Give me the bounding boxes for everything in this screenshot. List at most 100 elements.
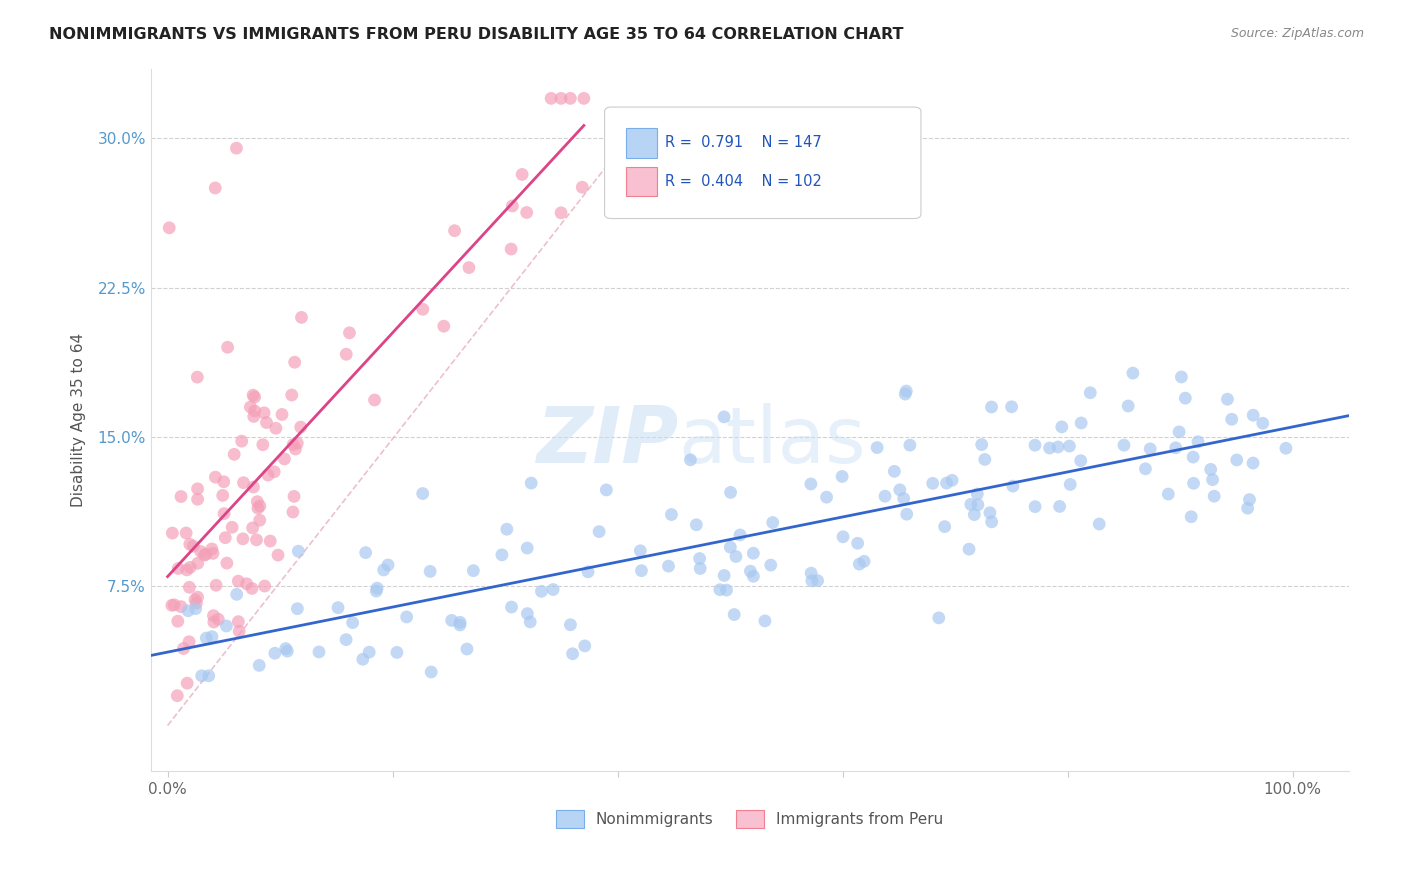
Point	[449, 615, 471, 630]
Point	[215, 619, 238, 633]
Point	[1241, 456, 1264, 470]
Point	[352, 652, 374, 666]
Point	[530, 584, 553, 599]
Point	[970, 437, 993, 451]
Point	[800, 566, 823, 581]
Point	[179, 560, 201, 574]
Point	[186, 370, 208, 384]
Point	[759, 558, 782, 573]
Point	[574, 639, 596, 653]
Point	[242, 409, 264, 424]
Point	[243, 404, 266, 418]
Point	[335, 347, 357, 361]
Point	[253, 406, 276, 420]
Point	[1059, 439, 1081, 453]
Point	[963, 508, 986, 522]
Point	[1050, 420, 1073, 434]
Point	[560, 617, 582, 632]
Point	[276, 644, 298, 658]
Point	[896, 384, 918, 398]
Point	[263, 465, 285, 479]
Point	[679, 452, 702, 467]
Point	[713, 409, 735, 424]
Point	[342, 615, 364, 630]
Point	[550, 91, 572, 105]
Point	[162, 526, 184, 541]
Point	[308, 645, 330, 659]
Point	[1201, 473, 1223, 487]
Point	[1157, 487, 1180, 501]
Point	[157, 220, 180, 235]
Point	[271, 408, 294, 422]
Point	[1180, 509, 1202, 524]
Point	[1000, 400, 1022, 414]
Point	[359, 645, 381, 659]
Point	[1182, 476, 1205, 491]
Point	[187, 482, 209, 496]
Point	[709, 582, 731, 597]
Point	[204, 470, 226, 484]
Point	[516, 205, 538, 219]
Text: R =  0.404    N = 102: R = 0.404 N = 102	[665, 174, 823, 188]
Point	[225, 587, 247, 601]
Point	[412, 486, 434, 500]
Point	[1275, 442, 1298, 456]
Point	[742, 546, 765, 560]
Point	[433, 319, 456, 334]
Point	[201, 630, 224, 644]
Point	[980, 515, 1002, 529]
Point	[201, 546, 224, 560]
Point	[921, 476, 943, 491]
Point	[184, 601, 207, 615]
Point	[689, 551, 711, 566]
Point	[873, 489, 896, 503]
Point	[440, 614, 463, 628]
Point	[815, 490, 838, 504]
Point	[576, 565, 599, 579]
Point	[541, 582, 564, 597]
Point	[287, 601, 309, 615]
Legend: Nonimmigrants, Immigrants from Peru: Nonimmigrants, Immigrants from Peru	[550, 804, 949, 834]
Point	[853, 554, 876, 568]
Point	[235, 576, 257, 591]
Point	[412, 302, 434, 317]
Point	[187, 590, 209, 604]
Point	[339, 326, 361, 340]
Point	[846, 536, 869, 550]
Point	[202, 608, 225, 623]
Point	[1024, 438, 1046, 452]
Point	[495, 522, 517, 536]
Point	[214, 531, 236, 545]
Point	[1135, 462, 1157, 476]
Point	[186, 596, 208, 610]
Point	[395, 610, 418, 624]
Point	[204, 181, 226, 195]
Point	[740, 564, 762, 578]
Point	[366, 584, 388, 599]
Point	[449, 618, 471, 632]
Point	[728, 528, 751, 542]
Point	[561, 647, 583, 661]
Point	[284, 355, 307, 369]
Point	[540, 91, 562, 105]
Point	[163, 598, 186, 612]
Point	[934, 519, 956, 533]
Point	[239, 400, 262, 414]
Point	[1239, 492, 1261, 507]
Point	[1241, 408, 1264, 422]
Point	[501, 242, 523, 256]
Point	[1070, 453, 1092, 467]
Point	[742, 569, 765, 583]
Point	[274, 641, 297, 656]
Point	[1182, 450, 1205, 464]
Point	[280, 388, 302, 402]
Point	[267, 548, 290, 562]
Point	[628, 543, 651, 558]
Point	[1170, 370, 1192, 384]
Point	[177, 604, 200, 618]
Point	[516, 541, 538, 555]
Point	[1122, 366, 1144, 380]
Point	[1078, 385, 1101, 400]
Point	[1174, 391, 1197, 405]
Point	[762, 516, 785, 530]
